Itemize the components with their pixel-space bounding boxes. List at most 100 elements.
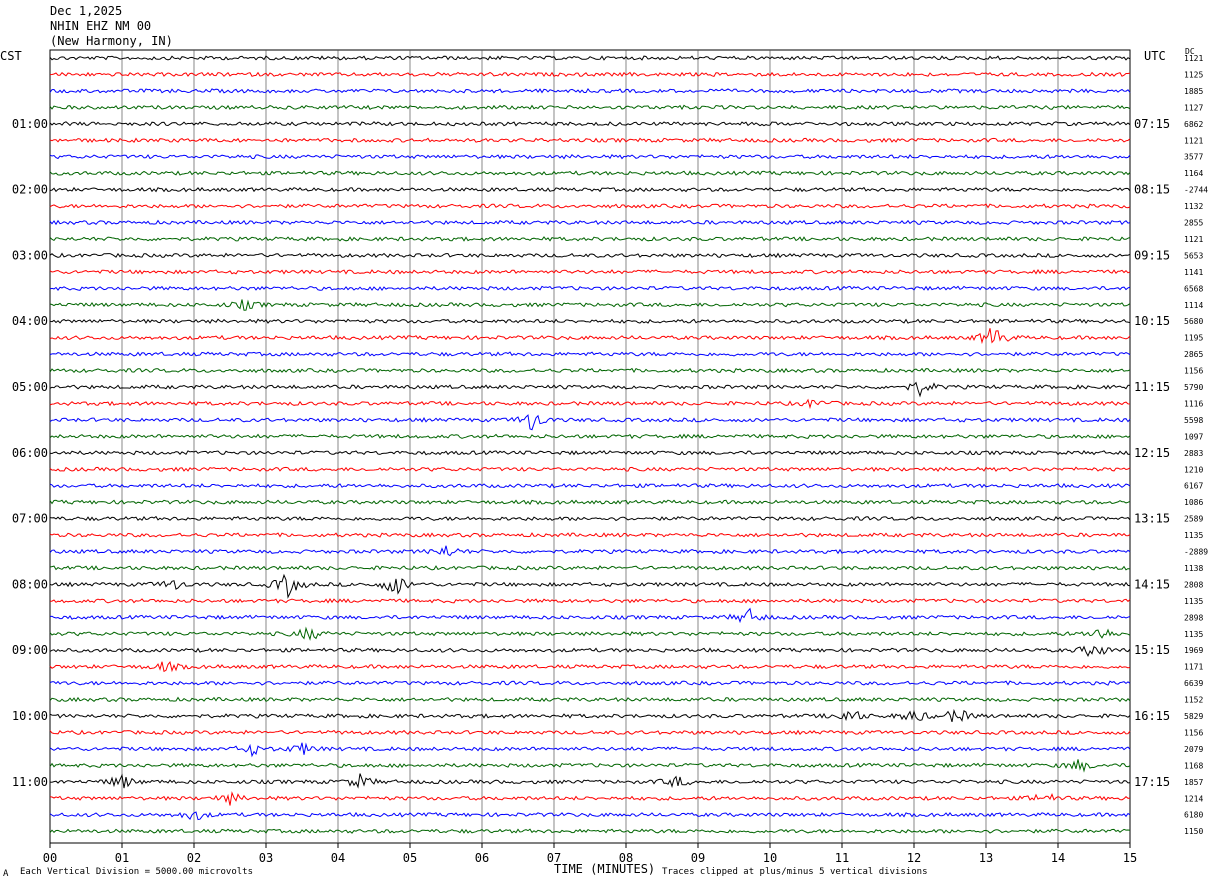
trace-red — [49, 328, 1131, 345]
trace-red — [49, 791, 1131, 806]
x-tick-label: 08 — [619, 851, 633, 865]
trace-red — [49, 398, 1131, 410]
trace-blue — [49, 285, 1131, 292]
footer-scale-note: Each Vertical Division = 5000.00 microvo… — [20, 867, 253, 877]
trace-blue — [49, 87, 1131, 94]
dc-offset-value: 1097 — [1184, 432, 1203, 441]
trace-black — [49, 318, 1131, 324]
dc-offset-value: 1132 — [1184, 202, 1203, 211]
left-hour-label: 03:00 — [12, 248, 48, 262]
x-tick-label: 15 — [1123, 851, 1137, 865]
x-tick-label: 00 — [43, 851, 57, 865]
dc-offset-value: 5598 — [1184, 416, 1203, 425]
dc-offset-value: 2883 — [1184, 449, 1203, 458]
minute-gridlines — [121, 50, 1059, 843]
dc-offset-value: 1156 — [1184, 367, 1203, 376]
dc-offset-value: 1195 — [1184, 334, 1203, 343]
header-date: Dec 1,2025 — [50, 4, 123, 18]
dc-offset-value: 1214 — [1184, 794, 1203, 803]
trace-black — [49, 515, 1131, 522]
trace-black — [49, 55, 1131, 61]
dc-offset-value: 1857 — [1184, 778, 1203, 787]
trace-black — [49, 573, 1131, 599]
left-hour-label: 01:00 — [12, 117, 48, 131]
trace-black — [49, 708, 1131, 723]
dc-offset-value: 5790 — [1184, 383, 1203, 392]
left-hour-label: 08:00 — [12, 577, 48, 591]
right-hour-label: 08:15 — [1134, 183, 1170, 197]
dc-offset-value: 1116 — [1184, 399, 1203, 408]
trace-red — [49, 532, 1131, 538]
left-hour-label: 06:00 — [12, 446, 48, 460]
trace-blue — [49, 482, 1131, 489]
right-hour-label: 07:15 — [1134, 117, 1170, 131]
dc-offset-value: 2855 — [1184, 219, 1203, 228]
right-hour-label: 13:15 — [1134, 512, 1170, 526]
trace-red — [49, 661, 1131, 673]
trace-green — [49, 104, 1131, 111]
dc-offset-value: -2889 — [1184, 548, 1208, 557]
x-axis-title: TIME (MINUTES) — [554, 862, 656, 876]
trace-blue — [49, 154, 1131, 160]
left-hour-label: 07:00 — [12, 512, 48, 526]
trace-blue — [49, 742, 1131, 758]
trace-green — [49, 828, 1131, 834]
plot-frame — [49, 49, 1131, 844]
x-axis-ticks — [49, 843, 1131, 848]
trace-blue — [49, 680, 1131, 686]
trace-green — [49, 696, 1131, 703]
left-hour-label: 02:00 — [12, 183, 48, 197]
trace-green — [49, 565, 1131, 571]
dc-offset-value: 1135 — [1184, 630, 1203, 639]
right-timezone-label: UTC — [1144, 49, 1166, 63]
dc-offset-value: 5829 — [1184, 712, 1203, 721]
dc-offset-value: 1127 — [1184, 103, 1203, 112]
right-hour-label: 17:15 — [1134, 775, 1170, 789]
x-tick-label: 01 — [115, 851, 129, 865]
trace-black — [49, 252, 1131, 259]
trace-blue — [49, 351, 1131, 357]
x-tick-label: 09 — [691, 851, 705, 865]
dc-offset-value: 1141 — [1184, 268, 1203, 277]
trace-green — [49, 236, 1131, 242]
dc-offset-value: 1121 — [1184, 54, 1203, 63]
dc-offset-value: 1969 — [1184, 646, 1203, 655]
right-hour-label: 10:15 — [1134, 314, 1170, 328]
dc-offset-value: 2589 — [1184, 515, 1203, 524]
trace-green — [49, 170, 1131, 176]
dc-offset-value: 2808 — [1184, 580, 1203, 589]
x-tick-label: 13 — [979, 851, 993, 865]
x-tick-label: 04 — [331, 851, 345, 865]
dc-offset-value: 1121 — [1184, 136, 1203, 145]
x-tick-label: 14 — [1051, 851, 1065, 865]
header-station: NHIN EHZ NM 00 — [50, 19, 152, 33]
dc-offset-value: 1135 — [1184, 531, 1203, 540]
x-tick-label: 03 — [259, 851, 273, 865]
trace-green — [49, 367, 1131, 374]
trace-blue — [49, 811, 1131, 821]
dc-label: DC — [1185, 47, 1195, 56]
trace-black — [49, 186, 1131, 193]
dc-offset-value: 1121 — [1184, 235, 1203, 244]
dc-offset-value: 5680 — [1184, 317, 1203, 326]
dc-offset-value: 6167 — [1184, 482, 1203, 491]
trace-red — [49, 466, 1131, 472]
right-hour-label: 09:15 — [1134, 248, 1170, 262]
footer-marker: A — [3, 869, 9, 879]
dc-offset-value: 6180 — [1184, 811, 1203, 820]
header-location: (New Harmony, IN) — [50, 34, 173, 48]
trace-red — [49, 729, 1131, 736]
trace-blue — [49, 219, 1131, 226]
x-tick-label: 02 — [187, 851, 201, 865]
left-hour-label: 11:00 — [12, 775, 48, 789]
x-tick-label: 12 — [907, 851, 921, 865]
dc-offset-value: 2898 — [1184, 613, 1203, 622]
right-hour-label: 14:15 — [1134, 577, 1170, 591]
dc-offset-value: 1114 — [1184, 301, 1203, 310]
dc-offset-value: 1135 — [1184, 597, 1203, 606]
right-hour-label: 12:15 — [1134, 446, 1170, 460]
left-hour-label: 05:00 — [12, 380, 48, 394]
footer-clip-note: Traces clipped at plus/minus 5 vertical … — [662, 867, 928, 877]
trace-green — [49, 759, 1131, 773]
